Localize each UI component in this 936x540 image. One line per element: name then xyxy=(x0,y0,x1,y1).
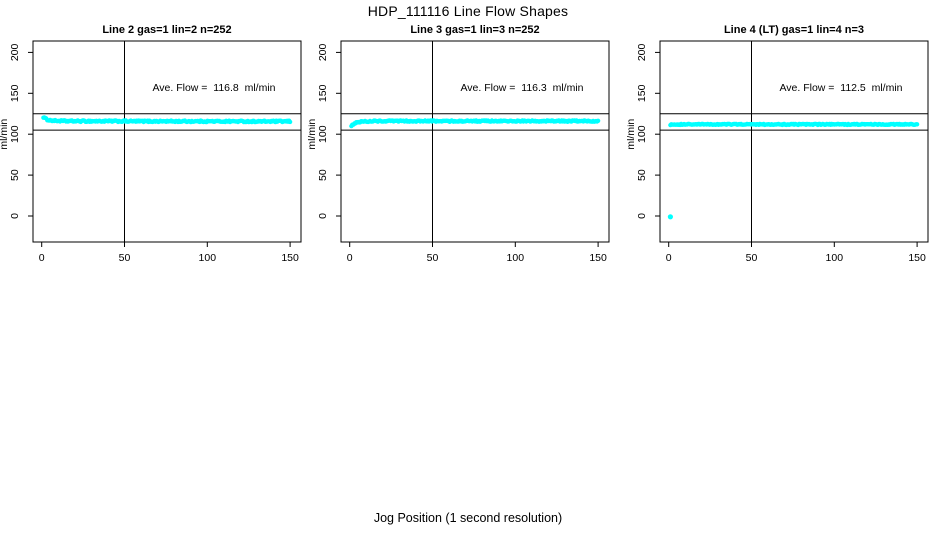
main-title: HDP_111116 Line Flow Shapes xyxy=(367,3,569,19)
plot-box xyxy=(340,40,610,243)
svg-text:100: 100 xyxy=(9,125,21,143)
svg-text:50: 50 xyxy=(636,169,648,181)
reference-lines xyxy=(341,41,609,242)
panel-line2-ave-flow-annotation: Ave. Flow = 116.8 ml/min xyxy=(152,82,276,94)
y-axis: 0 50 100 150 200 ml/min xyxy=(627,43,660,219)
svg-text:100: 100 xyxy=(317,125,329,143)
x-axis: 0 50 100 150 xyxy=(666,242,926,264)
svg-text:200: 200 xyxy=(636,43,648,61)
svg-text:150: 150 xyxy=(317,84,329,102)
svg-text:0: 0 xyxy=(347,252,353,264)
data-points xyxy=(667,121,920,220)
reference-lines xyxy=(660,41,928,242)
svg-text:200: 200 xyxy=(9,43,21,61)
panel-line4: 0 50 100 150 200 ml/min 0 50 100 150 Line 4 (LT) … xyxy=(627,20,933,272)
panel-line4-ave-flow-annotation: Ave. Flow = 112.5 ml/min xyxy=(779,82,903,94)
outlier-point xyxy=(667,214,673,220)
svg-text:0: 0 xyxy=(39,252,45,264)
x-axis: 0 50 100 150 xyxy=(347,242,607,264)
svg-text:100: 100 xyxy=(636,125,648,143)
data-points xyxy=(41,115,293,125)
svg-text:150: 150 xyxy=(908,252,926,264)
svg-text:0: 0 xyxy=(9,213,21,219)
svg-text:100: 100 xyxy=(199,252,217,264)
svg-text:150: 150 xyxy=(636,84,648,102)
svg-text:200: 200 xyxy=(317,43,329,61)
y-axis-title: ml/min xyxy=(627,119,637,150)
plot-box xyxy=(659,40,929,243)
panel-line3: 0 50 100 150 200 ml/min 0 50 100 150 Line 3 gas=1… xyxy=(308,20,614,272)
svg-text:150: 150 xyxy=(589,252,607,264)
y-axis: 0 50 100 150 200 ml/min xyxy=(0,43,33,219)
y-axis-title: ml/min xyxy=(308,119,318,150)
panel-line3-title: Line 3 gas=1 lin=3 n=252 xyxy=(410,24,540,36)
reference-lines xyxy=(33,41,301,242)
svg-text:50: 50 xyxy=(746,252,758,264)
svg-text:100: 100 xyxy=(826,252,844,264)
svg-text:0: 0 xyxy=(636,213,648,219)
panel-line3-ave-flow-annotation: Ave. Flow = 116.3 ml/min xyxy=(460,82,584,94)
panel-line2: 0 50 100 150 200 ml/min 0 50 100 150 Line 2 gas=1… xyxy=(0,20,306,272)
y-axis-title: ml/min xyxy=(0,119,10,150)
panel-line4-plot: 0 50 100 150 200 ml/min 0 50 100 150 xyxy=(627,40,929,264)
svg-text:50: 50 xyxy=(427,252,439,264)
svg-text:0: 0 xyxy=(317,213,329,219)
svg-text:0: 0 xyxy=(666,252,672,264)
svg-text:50: 50 xyxy=(119,252,131,264)
svg-text:50: 50 xyxy=(317,169,329,181)
plot-box xyxy=(32,40,302,243)
x-axis-label: Jog Position (1 second resolution) xyxy=(373,511,563,525)
svg-text:100: 100 xyxy=(507,252,525,264)
panel-line4-title: Line 4 (LT) gas=1 lin=4 n=3 xyxy=(723,24,865,36)
svg-text:150: 150 xyxy=(9,84,21,102)
svg-text:150: 150 xyxy=(281,252,299,264)
y-axis: 0 50 100 150 200 ml/min xyxy=(308,43,341,219)
panel-line2-plot: 0 50 100 150 200 ml/min 0 50 100 150 xyxy=(0,40,302,264)
svg-text:50: 50 xyxy=(9,169,21,181)
data-points xyxy=(349,118,601,129)
panel-line2-title: Line 2 gas=1 lin=2 n=252 xyxy=(102,24,232,36)
x-axis: 0 50 100 150 xyxy=(39,242,299,264)
panel-line3-plot: 0 50 100 150 200 ml/min 0 50 100 150 xyxy=(308,40,610,264)
